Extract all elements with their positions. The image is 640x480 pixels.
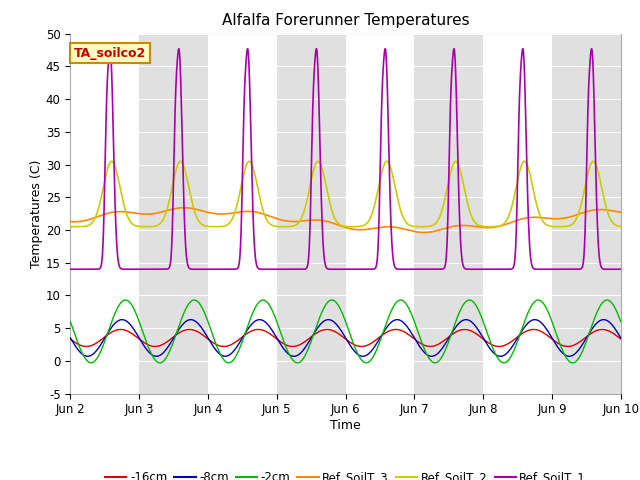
Y-axis label: Temperatures (C): Temperatures (C) — [30, 159, 43, 268]
Text: TA_soilco2: TA_soilco2 — [74, 47, 146, 60]
Bar — [552, 34, 621, 394]
Bar — [277, 34, 346, 394]
Title: Alfalfa Forerunner Temperatures: Alfalfa Forerunner Temperatures — [222, 13, 469, 28]
Bar — [415, 34, 483, 394]
Bar — [140, 34, 208, 394]
X-axis label: Time: Time — [330, 419, 361, 432]
Legend: -16cm, -8cm, -2cm, Ref_SoilT_3, Ref_SoilT_2, Ref_SoilT_1: -16cm, -8cm, -2cm, Ref_SoilT_3, Ref_Soil… — [100, 466, 591, 480]
